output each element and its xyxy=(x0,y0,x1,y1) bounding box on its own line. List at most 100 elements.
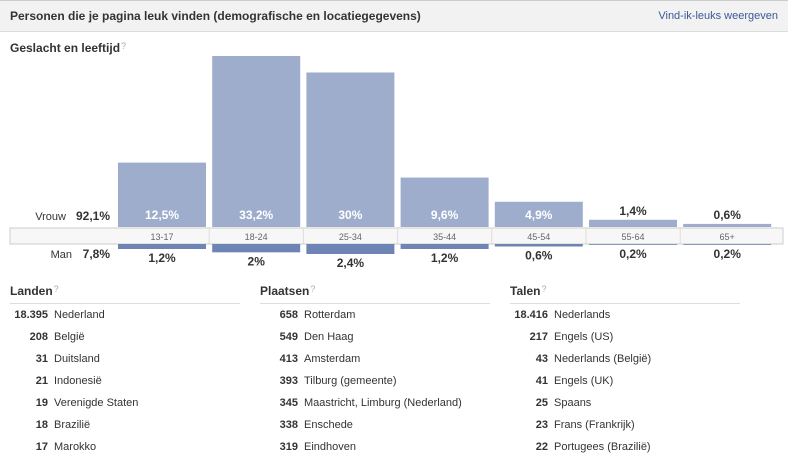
item-count: 17 xyxy=(35,441,48,453)
male-value-label: 2,4% xyxy=(337,256,365,270)
female-bar xyxy=(589,219,677,227)
item-label: Indonesië xyxy=(54,375,102,387)
list-item: 31 Duitsland xyxy=(10,348,240,370)
female-value-label: 0,6% xyxy=(714,208,742,222)
female-value-label: 1,4% xyxy=(619,204,647,218)
item-count: 18 xyxy=(35,419,48,431)
male-bar xyxy=(683,244,772,245)
male-value-label: 0,6% xyxy=(525,249,553,263)
item-count: 22 xyxy=(535,441,548,453)
item-label: Nederlands xyxy=(554,309,611,321)
item-count: 19 xyxy=(35,397,48,409)
age-tick-label: 45-54 xyxy=(527,232,550,242)
age-tick-label: 35-44 xyxy=(433,232,456,242)
list-item: 18.416 Nederlands xyxy=(510,304,740,326)
list-item: 43 Nederlands (België) xyxy=(510,348,740,370)
male-bar xyxy=(400,244,489,249)
female-value-label: 4,9% xyxy=(525,208,553,222)
list-item: 208 België xyxy=(10,326,240,348)
male-bar xyxy=(494,244,583,247)
countries-list: Landen? 18.395 Nederland 208 België 31 Duitsl… xyxy=(10,284,240,458)
panel-title: Personen die je pagina leuk vinden (demo… xyxy=(10,9,421,23)
item-count: 43 xyxy=(535,353,548,365)
age-tick-label: 55-64 xyxy=(621,232,644,242)
list-item: 338 Enschede xyxy=(260,414,490,436)
panel-header: Personen die je pagina leuk vinden (demo… xyxy=(0,0,788,32)
age-tick-label: 18-24 xyxy=(245,232,268,242)
item-count: 18.416 xyxy=(514,309,548,321)
cities-heading: Plaatsen? xyxy=(260,284,490,304)
item-count: 31 xyxy=(35,353,48,365)
item-label: Engels (UK) xyxy=(554,375,614,387)
male-bar xyxy=(589,244,677,245)
list-item: 17 Marokko xyxy=(10,436,240,458)
item-label: Enschede xyxy=(304,419,353,431)
female-bar xyxy=(400,177,489,227)
female-value-label: 12,5% xyxy=(145,208,179,222)
item-count: 658 xyxy=(279,309,298,321)
age-band xyxy=(9,227,784,245)
list-item: 658 Rotterdam xyxy=(260,304,490,326)
item-count: 208 xyxy=(29,331,48,343)
female-value-label: 9,6% xyxy=(431,208,459,222)
female-bar xyxy=(683,223,772,227)
male-bar xyxy=(306,244,395,254)
languages-heading: Talen? xyxy=(510,284,740,304)
item-label: Duitsland xyxy=(54,353,100,365)
age-tick-label: 13-17 xyxy=(150,232,173,242)
item-label: Nederland xyxy=(54,309,105,321)
female-value-label: 33,2% xyxy=(239,208,273,222)
item-count: 23 xyxy=(535,419,548,431)
list-item: 549 Den Haag xyxy=(260,326,490,348)
item-label: Verenigde Staten xyxy=(54,397,139,409)
help-icon[interactable]: ? xyxy=(121,41,127,51)
list-item: 23 Frans (Frankrijk) xyxy=(510,414,740,436)
item-count: 25 xyxy=(535,397,548,409)
female-bar xyxy=(494,201,583,227)
cities-list: Plaatsen? 658 Rotterdam 549 Den Haag 413 Amst… xyxy=(260,284,490,458)
list-item: 19 Verenigde Staten xyxy=(10,392,240,414)
list-item: 25 Spaans xyxy=(510,392,740,414)
item-count: 21 xyxy=(35,375,48,387)
item-count: 345 xyxy=(279,397,298,409)
languages-heading-text: Talen xyxy=(510,284,541,298)
item-label: Portugees (Brazilië) xyxy=(554,441,651,453)
item-label: Engels (US) xyxy=(554,331,614,343)
item-label: Amsterdam xyxy=(304,353,361,365)
gender-age-chart: 12,5% 13-17 1,2% 33,2% 18-24 2% 30% 25-34 2,4% 9,… xyxy=(9,56,784,270)
view-likes-link[interactable]: Vind-ik-leuks weergeven xyxy=(658,10,778,22)
female-value-label: 30% xyxy=(338,208,362,222)
help-icon[interactable]: ? xyxy=(53,284,59,294)
help-icon[interactable]: ? xyxy=(310,284,316,294)
countries-heading-text: Landen xyxy=(10,284,53,298)
item-label: Tilburg (gemeente) xyxy=(304,375,397,387)
item-count: 217 xyxy=(529,331,548,343)
female-series-label: Vrouw xyxy=(35,211,66,223)
male-value-label: 1,2% xyxy=(431,251,459,265)
age-tick-label: 65+ xyxy=(720,232,735,242)
help-icon[interactable]: ? xyxy=(541,284,547,294)
list-item: 345 Maastricht, Limburg (Nederland) xyxy=(260,392,490,414)
male-total: 7,8% xyxy=(83,247,111,261)
list-item: 18.395 Nederland xyxy=(10,304,240,326)
item-label: Nederlands (België) xyxy=(554,353,652,365)
female-bar xyxy=(306,72,395,227)
item-label: Den Haag xyxy=(304,331,354,343)
languages-list: Talen? 18.416 Nederlands 217 Engels (US) 43 N… xyxy=(510,284,740,458)
male-value-label: 2% xyxy=(248,254,266,268)
item-count: 41 xyxy=(535,375,548,387)
list-item: 22 Portugees (Brazilië) xyxy=(510,436,740,458)
item-label: Marokko xyxy=(54,441,97,453)
age-tick-label: 25-34 xyxy=(339,232,362,242)
item-label: Maastricht, Limburg (Nederland) xyxy=(304,397,462,409)
item-label: Spaans xyxy=(554,397,592,409)
male-series-label: Man xyxy=(51,249,72,261)
list-item: 18 Brazilië xyxy=(10,414,240,436)
gender-age-title: Geslacht en leeftijd? xyxy=(10,41,126,55)
list-item: 217 Engels (US) xyxy=(510,326,740,348)
list-item: 319 Eindhoven xyxy=(260,436,490,458)
male-value-label: 0,2% xyxy=(714,247,742,261)
list-item: 393 Tilburg (gemeente) xyxy=(260,370,490,392)
item-label: Rotterdam xyxy=(304,309,356,321)
male-value-label: 1,2% xyxy=(148,251,176,265)
